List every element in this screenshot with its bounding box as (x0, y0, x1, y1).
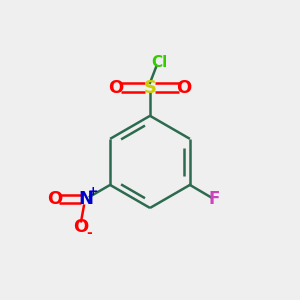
Text: +: + (88, 185, 99, 198)
Text: F: F (209, 190, 220, 208)
Text: S: S (143, 79, 157, 97)
Text: N: N (78, 190, 93, 208)
Text: O: O (108, 79, 123, 97)
Text: O: O (177, 79, 192, 97)
Text: -: - (86, 226, 92, 240)
Text: O: O (47, 190, 62, 208)
Text: O: O (73, 218, 88, 236)
Text: Cl: Cl (151, 55, 167, 70)
